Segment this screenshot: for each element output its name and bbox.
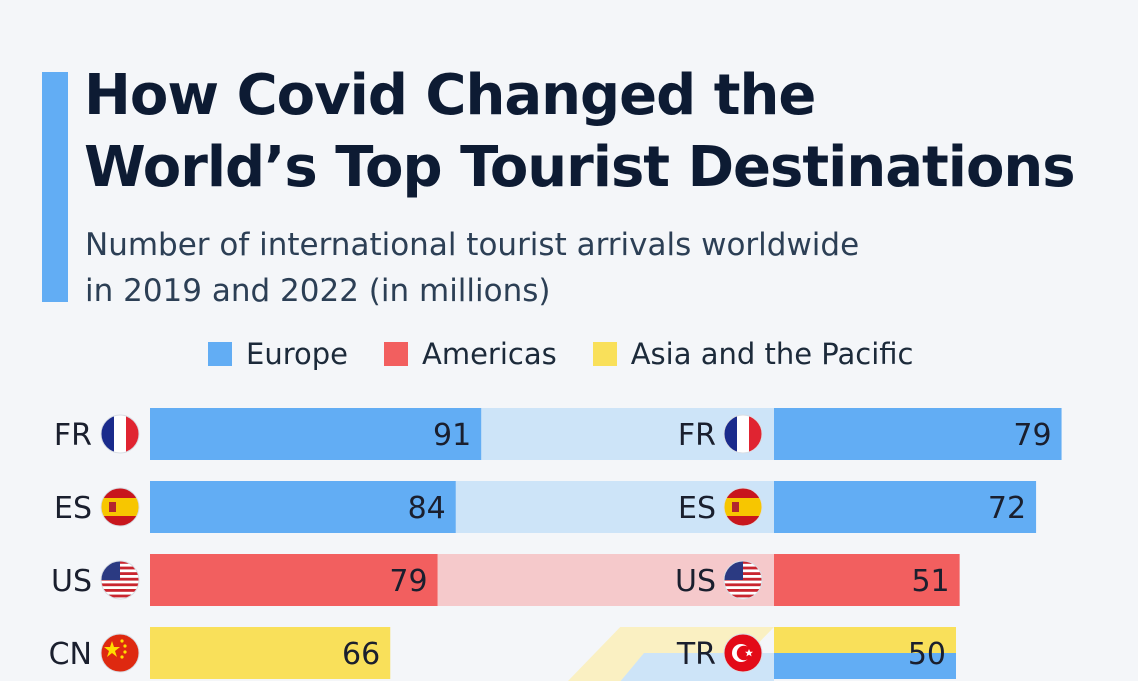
legend-item-europe: Europe bbox=[208, 337, 348, 371]
value-label-2019-us: 79 bbox=[389, 564, 427, 599]
country-label-2019-fr: FR bbox=[54, 418, 92, 453]
chart-subtitle-line-1: Number of international tourist arrivals… bbox=[85, 227, 860, 263]
spain-flag-icon bbox=[100, 487, 140, 527]
turkey-flag-icon bbox=[723, 633, 763, 673]
bars-layer: 91 FR 84 ES 79 US 66 CN 79 FR 72 ES 51 US 50 TR bbox=[49, 408, 1062, 679]
legend-label-asia-pacific: Asia and the Pacific bbox=[630, 337, 914, 371]
value-label-2022-es: 72 bbox=[988, 491, 1026, 526]
bar-2019-fr bbox=[150, 408, 482, 460]
chart-title: How Covid Changed the World’s Top Touris… bbox=[84, 60, 1076, 204]
bar-2022-tr bbox=[774, 627, 956, 653]
bar-2022-us bbox=[774, 554, 960, 606]
value-label-2022-us: 51 bbox=[911, 564, 949, 599]
legend-swatch-europe bbox=[208, 342, 232, 366]
connector-band-es bbox=[455, 481, 774, 533]
france-flag-icon bbox=[100, 414, 140, 454]
title-accent-bar bbox=[42, 72, 68, 302]
chart-title-line-2: World’s Top Tourist Destinations bbox=[84, 135, 1076, 200]
country-label-2022-us: US bbox=[675, 564, 716, 599]
chart-legend: Europe Americas Asia and the Pacific bbox=[208, 334, 949, 374]
china-flag-icon bbox=[100, 633, 140, 673]
bar-2019-es bbox=[150, 481, 456, 533]
legend-swatch-asia-pacific bbox=[592, 342, 617, 366]
spain-flag-icon bbox=[723, 487, 763, 527]
chart-subtitle-line-2: in 2019 and 2022 (in millions) bbox=[85, 273, 551, 309]
bar-2019-cn bbox=[150, 627, 391, 679]
country-label-2022-tr: TR bbox=[676, 637, 716, 672]
country-label-2022-fr: FR bbox=[678, 418, 716, 453]
bar-2022-fr bbox=[774, 408, 1062, 460]
country-label-2019-cn: CN bbox=[49, 637, 92, 672]
value-label-2019-cn: 66 bbox=[342, 637, 380, 672]
legend-swatch-americas bbox=[383, 342, 408, 366]
chart-subtitle: Number of international tourist arrivals… bbox=[85, 222, 859, 314]
value-label-2019-fr: 91 bbox=[433, 418, 471, 453]
connector-band-us bbox=[437, 554, 774, 606]
country-label-2022-es: ES bbox=[678, 491, 716, 526]
bar-2022-es bbox=[774, 481, 1037, 533]
value-label-2019-es: 84 bbox=[408, 491, 446, 526]
country-label-2019-us: US bbox=[51, 564, 92, 599]
bar-2019-us bbox=[150, 554, 438, 606]
france-flag-icon bbox=[723, 414, 763, 454]
value-label-2022-tr: 50 bbox=[908, 637, 946, 672]
legend-item-americas: Americas bbox=[383, 337, 557, 371]
bar-2022-tr-lower bbox=[774, 653, 956, 679]
chart-title-line-1: How Covid Changed the bbox=[84, 63, 816, 128]
value-label-2022-fr: 79 bbox=[1013, 418, 1051, 453]
usa-flag-icon bbox=[723, 560, 763, 600]
legend-item-asia-pacific: Asia and the Pacific bbox=[592, 337, 914, 371]
rank-connectors bbox=[437, 408, 774, 681]
legend-label-europe: Europe bbox=[246, 337, 348, 371]
country-label-2019-es: ES bbox=[54, 491, 92, 526]
usa-flag-icon bbox=[100, 560, 140, 600]
legend-label-americas: Americas bbox=[421, 337, 557, 371]
